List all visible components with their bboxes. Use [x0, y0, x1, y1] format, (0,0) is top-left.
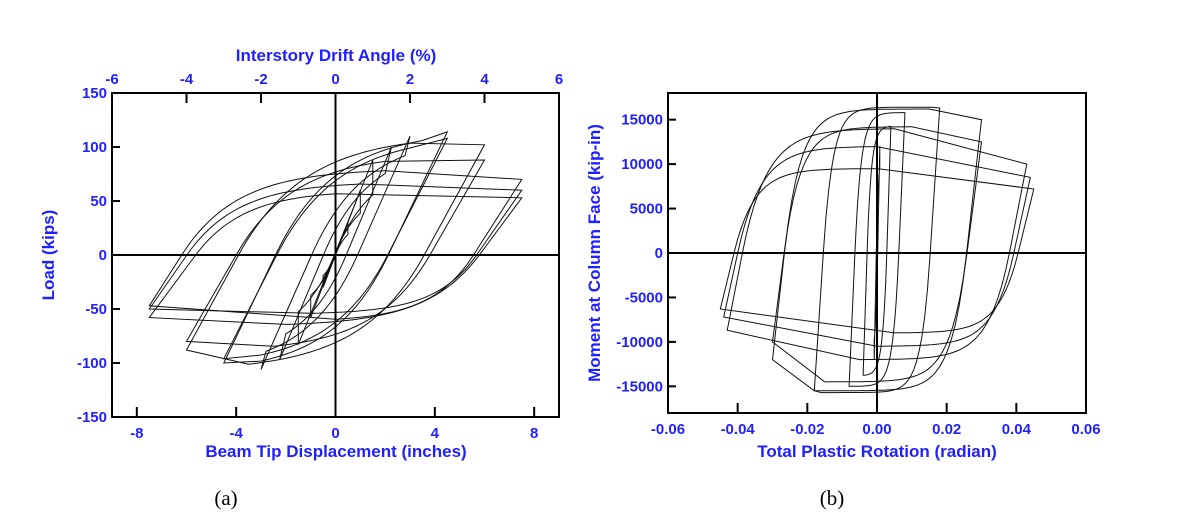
- x2-tick-label: 4: [480, 71, 489, 88]
- x-tick-label: -0.04: [721, 421, 756, 438]
- hysteresis-loop-8: [723, 146, 1031, 347]
- y-tick-label: -100: [77, 355, 107, 372]
- panel-label-b: (b): [820, 486, 845, 510]
- chart-b: Total Plastic Rotation (radian) Moment a…: [585, 92, 1101, 510]
- y-tick-label: 0: [655, 245, 663, 262]
- x2-tick-label: -2: [254, 71, 267, 88]
- y-tick-label: -5000: [625, 289, 663, 306]
- hysteresis-loop-12: [148, 193, 523, 325]
- y-tick-label: -10000: [616, 334, 663, 351]
- hysteresis-loop-11: [148, 183, 523, 314]
- hysteresis-loop-5: [260, 135, 411, 370]
- x-tick-label: 0: [331, 425, 339, 442]
- x-tick-label: 0.00: [862, 421, 891, 438]
- x-tick-label: -4: [229, 425, 243, 442]
- y-tick-label: 15000: [621, 112, 663, 129]
- y-tick-label: 100: [82, 139, 107, 156]
- y-tick-label: 150: [82, 85, 107, 102]
- x2-tick-label: -6: [105, 71, 118, 88]
- hysteresis-loop-10: [148, 170, 523, 320]
- x2-tick-label: 6: [555, 71, 563, 88]
- y-tick-label: -50: [85, 301, 107, 318]
- hysteresis-loop-4: [279, 146, 392, 360]
- x-axis-title: Beam Tip Displacement (inches): [205, 442, 466, 461]
- hysteresis-loop-6: [771, 126, 983, 383]
- x-tick-label: -0.06: [651, 421, 685, 438]
- x-tick-label: -8: [130, 425, 143, 442]
- x2-tick-label: 2: [406, 71, 414, 88]
- x2-tick-label: -4: [180, 71, 194, 88]
- x-tick-label: 8: [530, 425, 538, 442]
- hysteresis-loop-2: [862, 125, 892, 376]
- x-tick-label: 0.04: [1002, 421, 1032, 438]
- y-tick-label: -150: [77, 409, 107, 426]
- x-tick-label: 0.06: [1071, 421, 1100, 438]
- x-axis-title: Total Plastic Rotation (radian): [757, 442, 997, 461]
- hysteresis-loop-3: [848, 112, 906, 387]
- x-tick-label: 4: [431, 425, 440, 442]
- hysteresis-loop-7: [726, 128, 1028, 361]
- y-tick-label: 0: [99, 247, 107, 264]
- hysteresis-loop-5: [771, 108, 983, 392]
- y-tick-label: 5000: [630, 201, 663, 218]
- hysteresis-loop-9: [185, 159, 486, 347]
- y-tick-label: 50: [90, 193, 107, 210]
- x-tick-label: 0.02: [932, 421, 961, 438]
- y-axis-title: Load (kips): [39, 210, 58, 301]
- hysteresis-loop-8: [185, 142, 486, 365]
- chart-a: Interstory Drift Angle (%) Beam Tip Disp…: [39, 46, 563, 510]
- x-tick-label: -0.02: [790, 421, 824, 438]
- x2-tick-label: 0: [331, 71, 339, 88]
- y-axis-title: Moment at Column Face (kip-in): [585, 124, 604, 382]
- panel-label-a: (a): [214, 486, 237, 510]
- hysteresis-loop-9: [719, 168, 1035, 334]
- y-tick-label: -15000: [616, 378, 663, 395]
- x2-axis-title: Interstory Drift Angle (%): [236, 46, 437, 65]
- y-tick-label: 10000: [621, 156, 663, 173]
